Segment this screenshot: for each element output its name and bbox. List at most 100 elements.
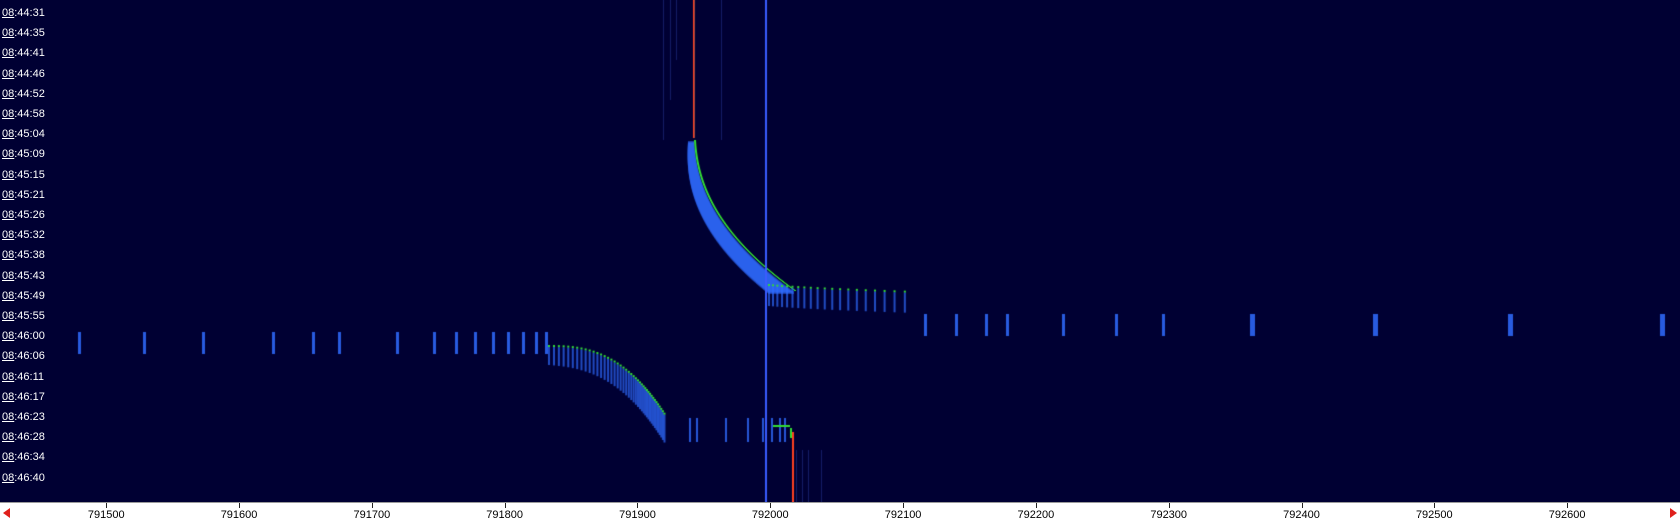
time-label-minsec: :46:06 <box>14 350 45 363</box>
freq-tick-label: 792100 <box>884 509 922 521</box>
freq-tick-label: 792300 <box>1150 509 1188 521</box>
freq-tick-label: 792200 <box>1017 509 1055 521</box>
time-label-minsec: :44:52 <box>14 87 45 100</box>
time-label-hour: 08 <box>2 310 15 322</box>
time-label: 08:46:34 <box>2 451 45 464</box>
time-label-hour: 08 <box>2 188 15 201</box>
time-label: 08:46:00 <box>2 330 45 343</box>
time-label: 08:46:28 <box>2 431 45 444</box>
time-label-hour: 08 <box>2 47 15 60</box>
time-label-hour: 08 <box>2 108 15 120</box>
time-label: 08:46:40 <box>2 472 45 485</box>
freq-tick-label: 791600 <box>220 509 258 521</box>
time-label: 08:44:35 <box>2 27 45 40</box>
time-label-minsec: :45:04 <box>14 128 45 141</box>
time-label-hour: 08 <box>2 451 15 464</box>
arrow-right-icon[interactable] <box>1670 508 1677 518</box>
freq-tick <box>637 503 639 508</box>
frequency-axis[interactable]: 791500 791600 791700 791800 791900 792000 7921… <box>0 502 1680 523</box>
time-label-hour: 08 <box>2 370 15 383</box>
time-label: 08:44:46 <box>2 68 45 81</box>
time-label: 08:44:31 <box>2 7 45 20</box>
time-label-hour: 08 <box>2 269 15 282</box>
time-label: 08:45:38 <box>2 249 45 262</box>
freq-tick-label: 792000 <box>751 509 789 521</box>
freq-tick <box>106 503 108 508</box>
freq-tick <box>1035 503 1037 508</box>
time-label-minsec: :45:49 <box>14 289 45 302</box>
freq-tick-label: 791500 <box>87 509 125 521</box>
time-label-minsec: :44:31 <box>14 7 45 19</box>
time-label: 08:45:21 <box>2 189 45 202</box>
waterfall-display[interactable] <box>0 0 1680 502</box>
freq-tick-label: 791800 <box>486 509 524 521</box>
time-label-hour: 08 <box>2 7 15 19</box>
freq-tick <box>903 503 905 508</box>
freq-tick <box>239 503 241 508</box>
freq-tick-label: 791700 <box>353 509 391 521</box>
time-label: 08:45:49 <box>2 290 45 303</box>
time-label: 08:46:23 <box>2 411 45 424</box>
time-label: 08:45:26 <box>2 209 45 222</box>
time-label-hour: 08 <box>2 27 15 40</box>
time-label: 08:44:58 <box>2 108 45 121</box>
time-label-minsec: :46:28 <box>14 431 45 444</box>
time-label: 08:45:43 <box>2 270 45 283</box>
time-label-minsec: :44:41 <box>14 47 45 60</box>
freq-tick <box>371 503 373 508</box>
time-label-minsec: :45:15 <box>14 168 45 181</box>
arrow-left-icon[interactable] <box>3 508 10 518</box>
time-label-hour: 08 <box>2 128 15 141</box>
time-label-hour: 08 <box>2 67 15 80</box>
time-label-hour: 08 <box>2 229 15 242</box>
time-label-minsec: :44:58 <box>14 108 45 120</box>
time-label-minsec: :45:32 <box>14 229 45 242</box>
time-label-minsec: :46:11 <box>14 370 45 383</box>
freq-tick <box>504 503 506 508</box>
time-label: 08:46:17 <box>2 391 45 404</box>
time-label-minsec: :45:09 <box>14 148 45 161</box>
time-label: 08:45:04 <box>2 128 45 141</box>
freq-tick <box>1168 503 1170 508</box>
time-label-minsec: :46:34 <box>14 451 45 464</box>
freq-tick <box>1301 503 1303 508</box>
time-label-minsec: :45:38 <box>14 249 45 262</box>
time-label: 08:46:06 <box>2 350 45 363</box>
time-label-hour: 08 <box>2 289 15 302</box>
freq-tick-label: 792600 <box>1548 509 1586 521</box>
freq-tick-label: 792500 <box>1415 509 1453 521</box>
time-label-minsec: :44:35 <box>14 27 45 40</box>
time-label-hour: 08 <box>2 249 15 262</box>
time-label-hour: 08 <box>2 431 15 444</box>
time-label-minsec: :45:55 <box>14 310 45 322</box>
time-label-minsec: :45:21 <box>14 188 45 201</box>
time-label: 08:44:41 <box>2 47 45 60</box>
time-label-hour: 08 <box>2 411 15 423</box>
time-label-minsec: :45:43 <box>14 269 45 282</box>
time-label-minsec: :46:00 <box>14 330 45 343</box>
freq-tick <box>1567 503 1569 508</box>
time-label-minsec: :44:46 <box>14 67 45 80</box>
time-label-minsec: :46:17 <box>14 390 45 403</box>
freq-tick-label: 791900 <box>619 509 656 521</box>
time-label: 08:46:11 <box>2 371 44 384</box>
time-label-hour: 08 <box>2 350 15 363</box>
time-label: 08:45:55 <box>2 310 45 323</box>
time-label-minsec: :46:40 <box>14 471 45 484</box>
time-label-hour: 08 <box>2 87 15 100</box>
time-label-hour: 08 <box>2 209 15 221</box>
time-label-minsec: :45:26 <box>14 209 45 221</box>
time-label-hour: 08 <box>2 390 15 403</box>
time-label: 08:45:09 <box>2 148 45 161</box>
freq-tick <box>770 503 772 508</box>
time-label: 08:45:32 <box>2 229 45 242</box>
time-label: 08:45:15 <box>2 169 45 182</box>
time-label-hour: 08 <box>2 148 15 161</box>
time-label-hour: 08 <box>2 330 15 343</box>
time-label-minsec: :46:23 <box>14 411 45 423</box>
time-label-hour: 08 <box>2 471 15 484</box>
time-label: 08:44:52 <box>2 88 45 101</box>
time-label-hour: 08 <box>2 168 15 181</box>
freq-tick-label: 792400 <box>1283 509 1320 521</box>
freq-tick <box>1434 503 1436 508</box>
